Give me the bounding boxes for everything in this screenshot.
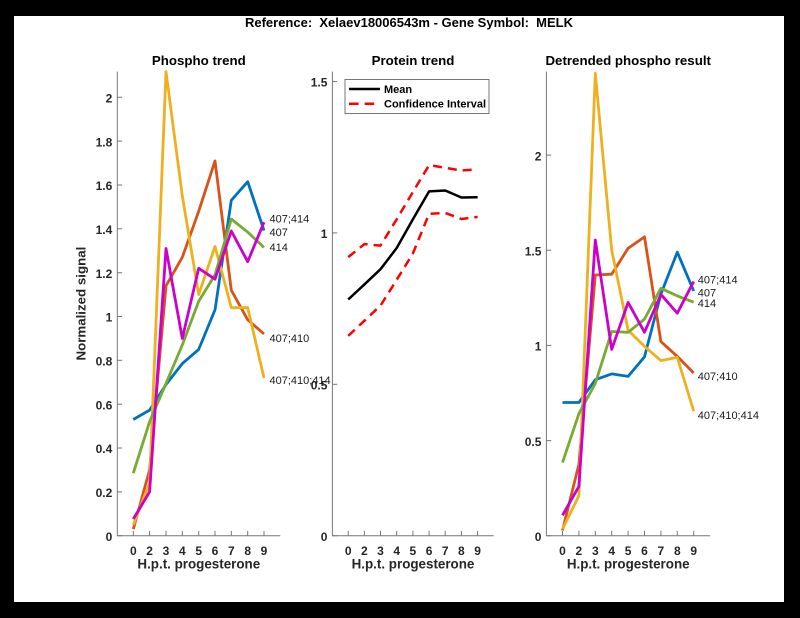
svg-text:4: 4 xyxy=(179,544,186,558)
svg-text:3: 3 xyxy=(592,544,599,558)
svg-text:H.p.t. progesterone: H.p.t. progesterone xyxy=(352,557,475,572)
svg-text:9: 9 xyxy=(474,544,481,558)
svg-text:7: 7 xyxy=(228,544,235,558)
svg-text:H.p.t. progesterone: H.p.t. progesterone xyxy=(137,557,260,572)
svg-text:414: 414 xyxy=(698,298,716,310)
svg-text:2: 2 xyxy=(106,92,113,106)
svg-text:1.6: 1.6 xyxy=(96,179,113,193)
svg-text:2: 2 xyxy=(576,544,583,558)
svg-text:Normalized signal: Normalized signal xyxy=(74,247,89,361)
svg-text:1: 1 xyxy=(106,311,113,325)
svg-text:7: 7 xyxy=(658,544,665,558)
svg-text:6: 6 xyxy=(641,544,648,558)
svg-text:Reference: Xelaev18006543m -: Reference: Xelaev18006543m - Gene Symbol… xyxy=(245,15,574,30)
svg-text:407;410;414: 407;410;414 xyxy=(698,410,759,422)
svg-text:0.5: 0.5 xyxy=(525,435,542,449)
svg-text:407;414: 407;414 xyxy=(698,274,738,286)
svg-text:0: 0 xyxy=(130,544,137,558)
svg-text:407;410: 407;410 xyxy=(270,333,310,345)
svg-text:7: 7 xyxy=(442,544,449,558)
svg-text:0.5: 0.5 xyxy=(311,379,328,393)
svg-text:0: 0 xyxy=(106,530,113,544)
svg-text:Mean: Mean xyxy=(384,84,412,96)
svg-text:9: 9 xyxy=(690,544,697,558)
svg-text:Detrended phospho result: Detrended phospho result xyxy=(545,53,711,68)
svg-text:2: 2 xyxy=(535,149,542,163)
svg-text:3: 3 xyxy=(377,544,384,558)
svg-text:1.4: 1.4 xyxy=(96,223,113,237)
svg-text:0: 0 xyxy=(345,544,352,558)
svg-text:414: 414 xyxy=(270,242,288,254)
svg-text:0.4: 0.4 xyxy=(96,442,113,456)
svg-text:407;414: 407;414 xyxy=(270,213,310,225)
svg-text:1.2: 1.2 xyxy=(96,267,113,281)
svg-text:8: 8 xyxy=(244,544,251,558)
svg-text:8: 8 xyxy=(458,544,465,558)
svg-text:1.8: 1.8 xyxy=(96,135,113,149)
svg-text:407;410: 407;410 xyxy=(698,371,738,383)
svg-text:5: 5 xyxy=(410,544,417,558)
svg-text:Phospho trend: Phospho trend xyxy=(152,53,246,68)
svg-text:6: 6 xyxy=(426,544,433,558)
svg-text:8: 8 xyxy=(674,544,681,558)
svg-text:5: 5 xyxy=(195,544,202,558)
svg-text:5: 5 xyxy=(625,544,632,558)
svg-text:407: 407 xyxy=(270,227,288,239)
svg-text:3: 3 xyxy=(163,544,170,558)
svg-text:4: 4 xyxy=(608,544,615,558)
svg-text:0: 0 xyxy=(535,530,542,544)
svg-text:0.6: 0.6 xyxy=(96,398,113,412)
svg-text:2: 2 xyxy=(361,544,368,558)
svg-text:9: 9 xyxy=(261,544,268,558)
svg-text:0: 0 xyxy=(321,530,328,544)
svg-text:6: 6 xyxy=(212,544,219,558)
svg-text:407;410;414: 407;410;414 xyxy=(270,375,331,387)
svg-text:0.2: 0.2 xyxy=(96,486,113,500)
svg-text:407: 407 xyxy=(698,288,716,300)
svg-text:1: 1 xyxy=(535,340,542,354)
svg-text:0.8: 0.8 xyxy=(96,355,113,369)
svg-text:Protein trend: Protein trend xyxy=(372,53,455,68)
svg-text:2: 2 xyxy=(146,544,153,558)
svg-text:4: 4 xyxy=(393,544,400,558)
svg-text:Confidence Interval: Confidence Interval xyxy=(384,99,486,111)
svg-text:1.5: 1.5 xyxy=(311,76,328,90)
svg-text:1.5: 1.5 xyxy=(525,244,542,258)
svg-text:1: 1 xyxy=(321,227,328,241)
svg-text:0: 0 xyxy=(559,544,566,558)
svg-text:H.p.t. progesterone: H.p.t. progesterone xyxy=(567,557,690,572)
